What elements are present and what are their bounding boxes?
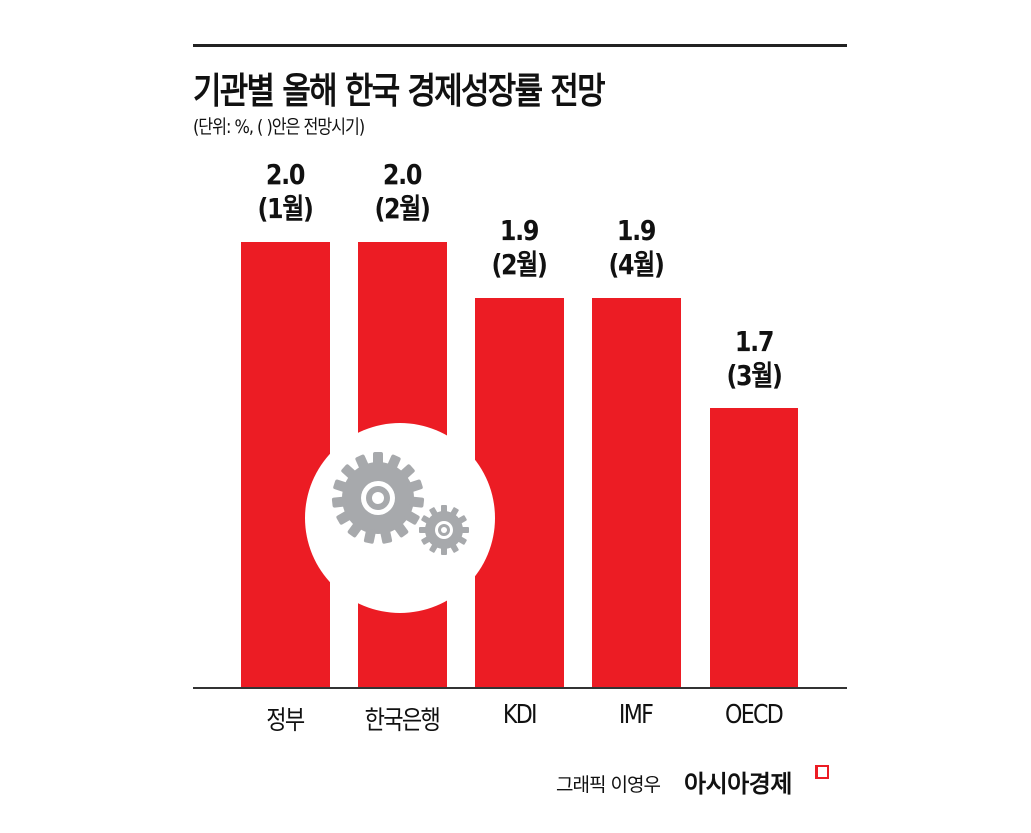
brand-mark-icon: [815, 765, 829, 779]
category-label: 한국은행: [364, 706, 441, 736]
bar-oecd: [710, 408, 798, 688]
brand-logo-text: 아시아경제: [684, 770, 792, 798]
chart-subtitle: (단위: %, ( )안은 전망시기): [193, 116, 365, 138]
value-label: 1.9 (2월): [491, 214, 547, 281]
category-label: IMF: [619, 700, 654, 730]
bar-imf: [592, 298, 681, 688]
chart-title: 기관별 올해 한국 경제성장률 전망: [193, 71, 606, 112]
value-label: 2.0 (2월): [374, 158, 430, 225]
bar-government: [241, 242, 330, 688]
category-label: OECD: [725, 700, 784, 730]
x-axis-baseline: [193, 687, 847, 689]
category-label: 정부: [266, 706, 305, 736]
value-label: 1.9 (4월): [608, 214, 664, 281]
top-rule: [193, 44, 847, 47]
value-label: 1.7 (3월): [726, 325, 782, 392]
graphic-credit: 그래픽 이영우: [556, 774, 661, 796]
category-label: KDI: [502, 700, 538, 730]
value-label: 2.0 (1월): [257, 158, 313, 225]
gears-icon: [331, 452, 469, 555]
